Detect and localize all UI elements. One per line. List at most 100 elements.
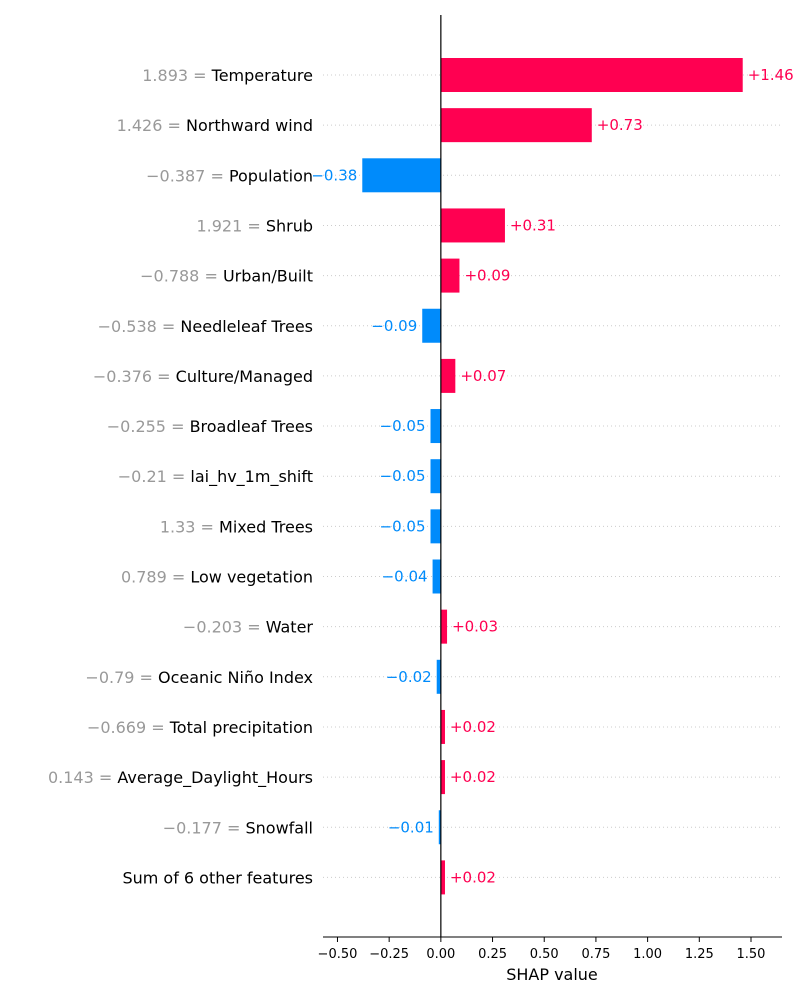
feature-name: Broadleaf Trees	[190, 417, 313, 436]
bar-value-label: +1.46	[748, 66, 794, 84]
x-tick-label: 1.50	[737, 947, 766, 962]
equals-sign: =	[157, 317, 181, 336]
feature-name: Sum of 6 other features	[122, 868, 313, 887]
feature-value: −0.376	[93, 367, 152, 386]
feature-label: −0.255 = Broadleaf Trees	[107, 417, 313, 436]
bar-value-label: −0.38	[311, 166, 357, 184]
equals-sign: =	[199, 267, 223, 286]
equals-sign: =	[134, 668, 158, 687]
feature-name: Temperature	[211, 66, 313, 85]
feature-value: 1.33	[160, 517, 196, 536]
bar-value-label: −0.09	[371, 317, 417, 335]
x-axis-label: SHAP value	[506, 965, 598, 984]
feature-name: Low vegetation	[190, 568, 313, 587]
x-tick-label: 0.50	[530, 947, 559, 962]
equals-sign: =	[94, 768, 118, 787]
feature-label: −0.79 = Oceanic Niño Index	[85, 668, 313, 687]
feature-name: Oceanic Niño Index	[158, 668, 313, 687]
equals-sign: =	[195, 517, 219, 536]
equals-sign: =	[167, 467, 191, 486]
bar-value-label: +0.73	[597, 116, 643, 134]
equals-sign: =	[166, 417, 190, 436]
bar-mixed-trees	[430, 509, 441, 544]
bar-culture-managed	[440, 358, 456, 393]
feature-name: Mixed Trees	[219, 517, 313, 536]
bar-urban-built	[440, 258, 460, 293]
bar-oceanic-ni-o-index	[436, 659, 441, 694]
bar-value-label: −0.02	[386, 668, 432, 686]
bar-lai-hv-1m-shift	[430, 459, 441, 494]
feature-name: Average_Daylight_Hours	[117, 768, 313, 788]
equals-sign: =	[152, 367, 176, 386]
bar-broadleaf-trees	[430, 409, 441, 444]
equals-sign: =	[222, 818, 246, 837]
feature-name: Northward wind	[186, 116, 313, 135]
x-tick-label: 1.25	[685, 947, 714, 962]
feature-value: −0.669	[87, 718, 146, 737]
bar-value-label: −0.05	[380, 467, 426, 485]
feature-name: Needleleaf Trees	[180, 317, 313, 336]
feature-name: Urban/Built	[223, 267, 313, 286]
bar-value-label: +0.02	[450, 868, 496, 886]
feature-value: −0.203	[183, 618, 242, 637]
feature-name: Snowfall	[246, 818, 314, 837]
feature-label: −0.203 = Water	[183, 618, 314, 637]
feature-value: −0.387	[146, 166, 205, 185]
feature-label: 1.33 = Mixed Trees	[160, 517, 313, 536]
x-tick-label: 1.00	[633, 947, 662, 962]
feature-name: Total precipitation	[169, 718, 313, 737]
bar-northward-wind	[440, 108, 592, 143]
bar-value-label: +0.02	[450, 718, 496, 736]
bar-population	[362, 158, 441, 193]
feature-value: −0.79	[85, 668, 134, 687]
feature-value: −0.21	[118, 467, 167, 486]
feature-name: Water	[266, 618, 314, 637]
feature-value: −0.177	[163, 818, 222, 837]
bar-temperature	[440, 58, 743, 92]
bars-layer	[362, 58, 743, 895]
bar-average-daylight-hours	[440, 760, 445, 795]
bar-shrub	[440, 208, 505, 243]
feature-value: −0.255	[107, 417, 166, 436]
equals-sign: =	[188, 66, 212, 85]
bar-value-label: +0.07	[460, 367, 506, 385]
equals-sign: =	[146, 718, 170, 737]
feature-name: Population	[229, 166, 313, 185]
bar-low-vegetation	[432, 559, 441, 594]
x-tick-label: 0.00	[426, 947, 455, 962]
feature-label: −0.538 = Needleleaf Trees	[98, 317, 313, 336]
feature-label: 0.143 = Average_Daylight_Hours	[48, 768, 313, 788]
feature-value: 1.426	[117, 116, 163, 135]
equals-sign: =	[205, 166, 229, 185]
bar-value-label: +0.03	[452, 618, 498, 636]
x-tick-label: −0.25	[369, 947, 409, 962]
feature-value: −0.538	[98, 317, 157, 336]
feature-value: 1.893	[142, 66, 188, 85]
bar-value-label: −0.04	[382, 568, 428, 586]
bar-water	[440, 609, 448, 644]
equals-sign: =	[242, 618, 266, 637]
labels-layer: +1.46 1.893 = Temperature +0.73 1.426 = Nor…	[48, 66, 794, 887]
feature-value: 0.789	[121, 568, 167, 587]
x-tick-label: −0.50	[318, 947, 358, 962]
feature-label: −0.669 = Total precipitation	[87, 718, 313, 737]
feature-label: −0.376 = Culture/Managed	[93, 367, 313, 386]
feature-name: lai_hv_1m_shift	[190, 467, 313, 487]
bar-sum-of-6-other-features	[440, 860, 445, 895]
feature-value: 0.143	[48, 768, 94, 787]
equals-sign: =	[242, 216, 266, 235]
x-tick-label: 0.75	[581, 947, 610, 962]
bar-value-label: −0.05	[380, 517, 426, 535]
feature-label: −0.21 = lai_hv_1m_shift	[118, 467, 313, 487]
x-axis: −0.50 −0.25 0.00 0.25 0.50 0.75 1.00 1.25 1.50	[318, 15, 782, 962]
feature-label: −0.788 = Urban/Built	[140, 267, 313, 286]
bar-value-label: +0.02	[450, 768, 496, 786]
bar-value-label: +0.31	[510, 216, 556, 234]
feature-name: Culture/Managed	[176, 367, 313, 386]
feature-label: 1.426 = Northward wind	[117, 116, 313, 135]
feature-label: −0.387 = Population	[146, 166, 313, 185]
feature-label: Sum of 6 other features	[122, 868, 313, 887]
feature-value: −0.788	[140, 267, 199, 286]
bar-snowfall	[438, 810, 441, 845]
